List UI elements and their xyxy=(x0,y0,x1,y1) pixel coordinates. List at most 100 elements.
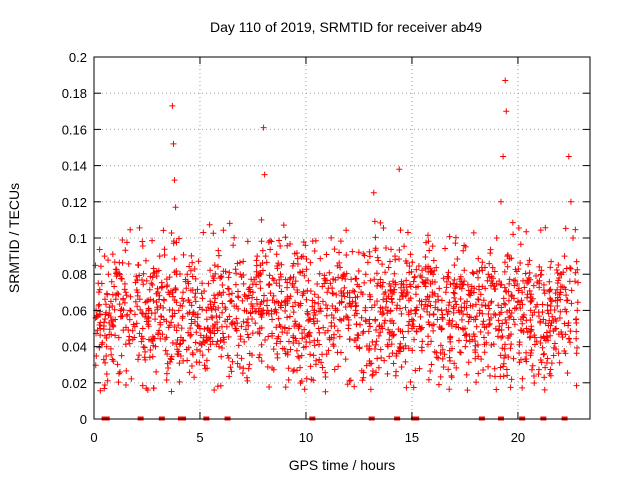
data-point xyxy=(397,227,404,234)
data-point xyxy=(249,294,256,301)
data-point xyxy=(258,238,265,245)
data-point xyxy=(437,373,444,380)
data-point xyxy=(371,276,378,283)
data-point xyxy=(161,297,168,304)
data-point xyxy=(371,345,378,352)
data-point xyxy=(226,373,233,380)
data-point xyxy=(470,229,477,236)
data-point xyxy=(209,273,216,280)
data-point xyxy=(502,316,509,323)
data-point xyxy=(289,303,296,310)
data-point xyxy=(194,286,201,293)
data-point xyxy=(259,260,266,267)
data-point xyxy=(106,304,113,311)
data-point xyxy=(446,354,453,361)
data-point xyxy=(347,377,354,384)
data-point xyxy=(118,352,125,359)
data-point xyxy=(316,270,323,277)
data-point xyxy=(504,263,511,270)
data-point xyxy=(508,292,515,299)
data-point xyxy=(426,311,433,318)
data-point xyxy=(329,302,336,309)
data-point xyxy=(328,311,335,318)
data-point xyxy=(507,313,514,320)
data-point xyxy=(237,271,244,278)
data-point xyxy=(469,269,476,276)
data-point xyxy=(227,298,234,305)
data-point xyxy=(217,382,224,389)
data-point xyxy=(512,277,519,284)
data-point xyxy=(263,302,270,309)
data-point xyxy=(112,270,119,277)
data-point xyxy=(398,284,405,291)
data-point xyxy=(260,298,267,305)
data-point xyxy=(541,386,548,393)
data-point xyxy=(262,337,269,344)
data-point xyxy=(145,336,152,343)
data-point xyxy=(367,277,374,284)
data-point xyxy=(398,310,405,317)
data-point xyxy=(366,320,373,327)
data-point xyxy=(365,328,372,335)
data-point xyxy=(393,352,400,359)
data-point xyxy=(233,327,240,334)
data-point xyxy=(403,277,410,284)
data-point xyxy=(549,313,556,320)
data-point xyxy=(349,298,356,305)
y-tick-label: 0.02 xyxy=(62,376,87,391)
data-point xyxy=(475,296,482,303)
data-point xyxy=(241,338,248,345)
data-point xyxy=(555,261,562,268)
data-point xyxy=(126,316,133,323)
data-point xyxy=(243,374,250,381)
data-point xyxy=(189,273,196,280)
data-point xyxy=(153,299,160,306)
data-point xyxy=(527,316,534,323)
data-point xyxy=(109,356,116,363)
data-point xyxy=(531,379,538,386)
data-point xyxy=(273,309,280,316)
data-point xyxy=(127,308,134,315)
data-point xyxy=(120,327,127,334)
data-point xyxy=(527,352,534,359)
data-point xyxy=(402,258,409,265)
data-point xyxy=(277,273,284,280)
data-point xyxy=(467,302,474,309)
data-point xyxy=(312,312,319,319)
data-point xyxy=(342,356,349,363)
data-point xyxy=(440,275,447,282)
data-point xyxy=(360,250,367,257)
data-point xyxy=(354,281,361,288)
data-point xyxy=(228,297,235,304)
data-point xyxy=(450,303,457,310)
data-point xyxy=(552,316,559,323)
data-point xyxy=(500,153,507,160)
data-point xyxy=(149,353,156,360)
data-point xyxy=(147,296,154,303)
data-point xyxy=(162,336,169,343)
data-point xyxy=(413,328,420,335)
data-point xyxy=(495,327,502,334)
data-point xyxy=(573,382,580,389)
data-point xyxy=(474,341,481,348)
data-point xyxy=(491,365,498,372)
data-point xyxy=(422,301,429,308)
data-point xyxy=(213,341,220,348)
data-point xyxy=(546,317,553,324)
data-point xyxy=(192,298,199,305)
data-point xyxy=(122,289,129,296)
data-point xyxy=(574,344,581,351)
data-point xyxy=(403,384,410,391)
data-point xyxy=(351,337,358,344)
data-point xyxy=(573,335,580,342)
data-point xyxy=(422,283,429,290)
data-point xyxy=(311,307,318,314)
data-point xyxy=(362,304,369,311)
data-point xyxy=(231,320,238,327)
data-point xyxy=(328,234,335,241)
data-point xyxy=(211,387,218,394)
data-point xyxy=(294,286,301,293)
data-point xyxy=(427,368,434,375)
data-point xyxy=(258,358,265,365)
data-point xyxy=(191,374,198,381)
